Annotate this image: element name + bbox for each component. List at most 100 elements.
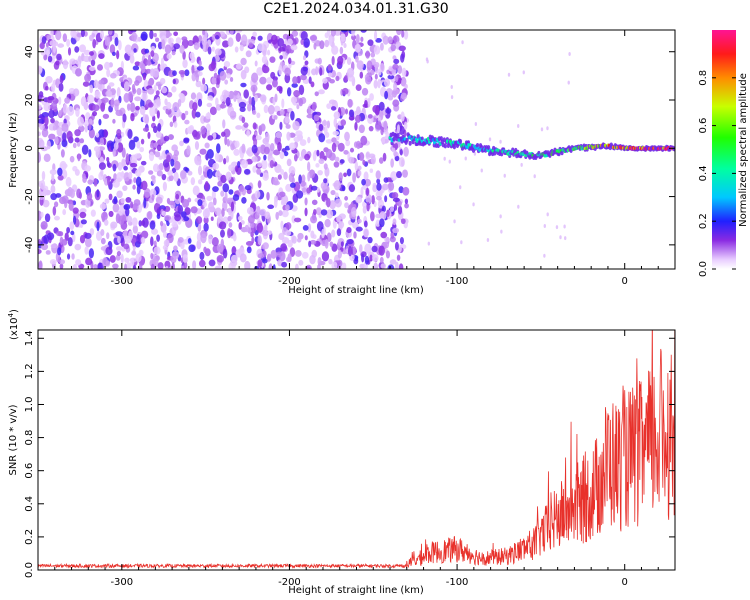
spectrogram-cell [322,77,328,84]
spectrogram-cell [228,207,232,216]
spectrogram-cell [387,36,393,44]
spectrogram-cell [79,138,85,144]
spectrogram-cell [400,92,408,100]
spectrogram-cell [385,107,392,114]
spectrogram-cell [88,66,96,72]
spectrogram-cell [62,103,68,114]
spectrogram-cell [71,233,76,243]
spectrogram-cell [241,143,246,154]
spectrogram-cell [87,179,94,185]
spectrogram-cell [149,188,157,198]
spectrogram-cell [205,123,211,134]
spectrogram-cell [98,53,105,59]
spectrogram-ridge [388,131,675,161]
spectrogram-cell [180,211,187,218]
spectrogram-cell [357,165,362,171]
spectrogram-cell [315,207,322,216]
spectrogram-cell [89,51,94,56]
snr-xlabel: Height of straight line (km) [288,585,424,596]
spectrogram-cell [398,186,404,194]
spectrogram-cell [133,48,137,53]
spectrogram-cell [284,67,291,76]
spectrogram-cell [346,57,352,65]
page-title: C2E1.2024.034.01.31.G30 [263,1,449,17]
spectrogram-cell [146,60,152,66]
spectrogram-cell [142,217,149,228]
spectrogram-cell [106,160,110,168]
spectrogram-cell [52,125,57,131]
spectrogram-cell [543,253,546,258]
spectrogram-cell [175,37,182,45]
spectrogram-cell [38,139,45,149]
spectrogram-cell [396,171,402,179]
spectrogram-cell [376,178,381,185]
spectrogram-cell [254,94,258,102]
spectrogram-cell [191,64,195,75]
spectrogram-cell [58,109,62,117]
spectrogram-cell [212,132,217,140]
spectrogram-cell [57,167,63,177]
spectrogram-cell [291,30,299,37]
spectrogram-cell [70,230,75,236]
spectrogram-cell [316,149,320,157]
spectrogram-cell [88,149,92,158]
snr-ytick-label: 1.0 [24,397,35,413]
spectrogram-cell [374,30,378,41]
spectrogram-cell [150,45,156,52]
spectrogram-cell [57,247,62,256]
spectrogram-cell [357,170,362,177]
spectrogram-cell [363,229,369,238]
spectrogram-cell [346,168,352,177]
spectrogram-cell [340,36,346,42]
spectrogram-cell [63,118,67,125]
spectrogram-cell [520,162,523,167]
spectrogram-cell [404,198,409,205]
spectrogram-cell [183,261,188,269]
spectrogram-cell [186,126,194,134]
spectrogram-cell [377,68,382,76]
spectrogram-cell [392,197,400,203]
spectrogram-cell [184,110,189,116]
spectrogram-xtick-label: 0 [622,276,628,287]
spectrogram-cell [353,231,357,239]
spectrogram-cell [173,149,180,157]
spectrogram-cell [354,121,358,131]
spectrogram-cell [229,110,237,120]
spectrogram-ridge-cell [396,133,400,138]
spectrogram-cell [202,77,206,86]
spectrogram-cell [157,83,162,91]
spectrogram-cell [200,233,207,244]
spectrogram-cell [173,43,181,50]
spectrogram-cell [69,221,75,230]
spectrogram-cell [380,126,384,136]
spectrogram-cell [167,170,173,177]
spectrogram-cell [317,256,322,267]
snr-xtick-label: -300 [110,577,133,588]
spectrogram-cell [348,115,355,121]
spectrogram-cell [472,202,475,207]
spectrogram-cell [84,123,88,133]
spectrogram-cell [106,68,111,78]
spectrogram-cell [287,38,293,46]
spectrogram-cell [52,206,57,216]
spectrogram-cell [160,77,166,85]
spectrogram-cell [120,131,125,138]
spectrogram-cell [396,254,401,261]
spectrogram-ytick-label: -20 [24,188,35,204]
spectrogram-cell [344,131,350,142]
spectrogram-cell [261,159,268,170]
spectrogram-cell [274,163,282,174]
spectrogram-cell [98,79,105,85]
spectrogram-ridge-cell [458,138,463,144]
spectrogram-cell [190,92,197,100]
spectrogram-cell [365,193,372,204]
spectrogram-cell [280,220,284,230]
spectrogram-cell [267,104,275,115]
spectrogram-cell [54,215,60,221]
spectrogram-cell [84,246,89,255]
spectrogram-cell [124,257,130,263]
spectrogram-cell [67,47,72,56]
spectrogram-cell [93,146,101,152]
spectrogram-cell [61,139,68,148]
spectrogram-cell [62,209,67,216]
